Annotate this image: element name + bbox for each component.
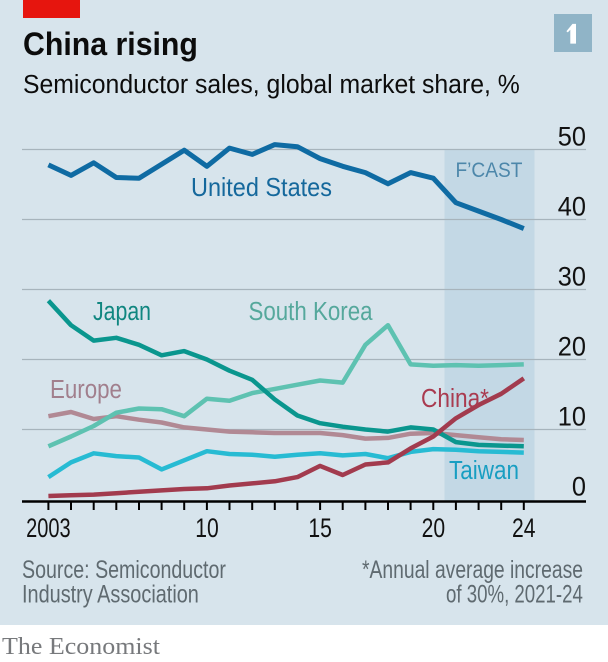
svg-text:F’CAST: F’CAST <box>456 159 523 182</box>
svg-text:Semiconductor sales, global ma: Semiconductor sales, global market share… <box>23 70 520 99</box>
svg-text:30: 30 <box>558 261 586 292</box>
svg-text:China rising: China rising <box>23 26 198 62</box>
svg-text:40: 40 <box>558 191 586 222</box>
svg-text:15: 15 <box>308 514 332 544</box>
svg-text:Europe: Europe <box>50 375 122 404</box>
svg-text:10: 10 <box>195 514 219 544</box>
svg-text:20: 20 <box>558 331 586 362</box>
svg-text:Source: Semiconductor: Source: Semiconductor <box>22 556 226 584</box>
svg-text:20: 20 <box>422 514 446 544</box>
svg-text:0: 0 <box>572 471 586 502</box>
svg-text:10: 10 <box>558 401 586 432</box>
svg-text:The Economist: The Economist <box>2 634 160 660</box>
svg-text:*Annual average increase: *Annual average increase <box>362 556 583 584</box>
svg-text:Industry Association: Industry Association <box>22 580 199 608</box>
svg-text:South Korea: South Korea <box>249 297 373 326</box>
svg-text:United States: United States <box>191 174 332 202</box>
svg-text:24: 24 <box>512 514 536 544</box>
svg-text:Japan: Japan <box>93 297 151 327</box>
svg-text:China*: China* <box>421 385 489 414</box>
svg-text:Taiwan: Taiwan <box>449 457 519 486</box>
svg-text:of 30%, 2021-24: of 30%, 2021-24 <box>446 580 583 608</box>
svg-text:50: 50 <box>558 121 586 152</box>
svg-text:2003: 2003 <box>26 513 70 544</box>
